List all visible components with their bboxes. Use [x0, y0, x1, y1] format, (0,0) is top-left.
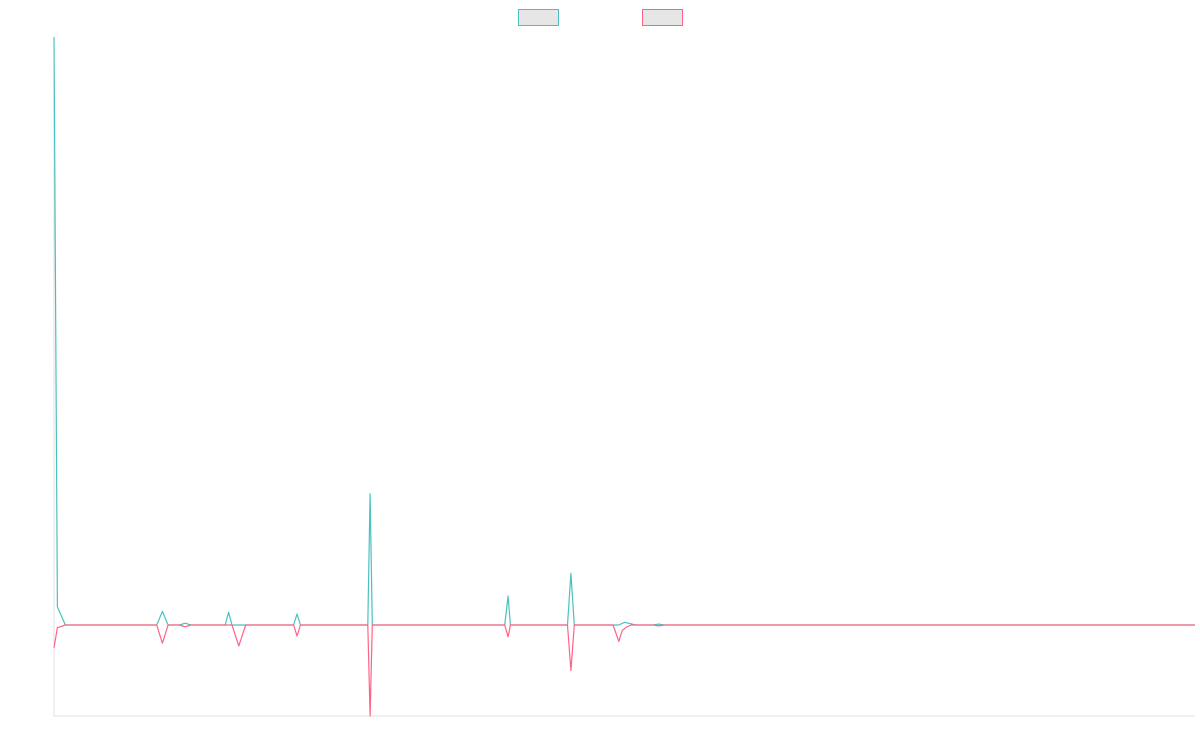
legend-swatch-2	[642, 9, 683, 26]
series-line-2	[53, 624, 1195, 717]
legend[interactable]	[518, 9, 683, 26]
legend-swatch-1	[518, 9, 559, 26]
series-line-1	[53, 36, 1195, 626]
series-layer	[53, 36, 1195, 717]
legend-item-1[interactable]	[518, 9, 559, 26]
legend-item-2[interactable]	[642, 9, 683, 26]
axes	[53, 37, 1195, 717]
